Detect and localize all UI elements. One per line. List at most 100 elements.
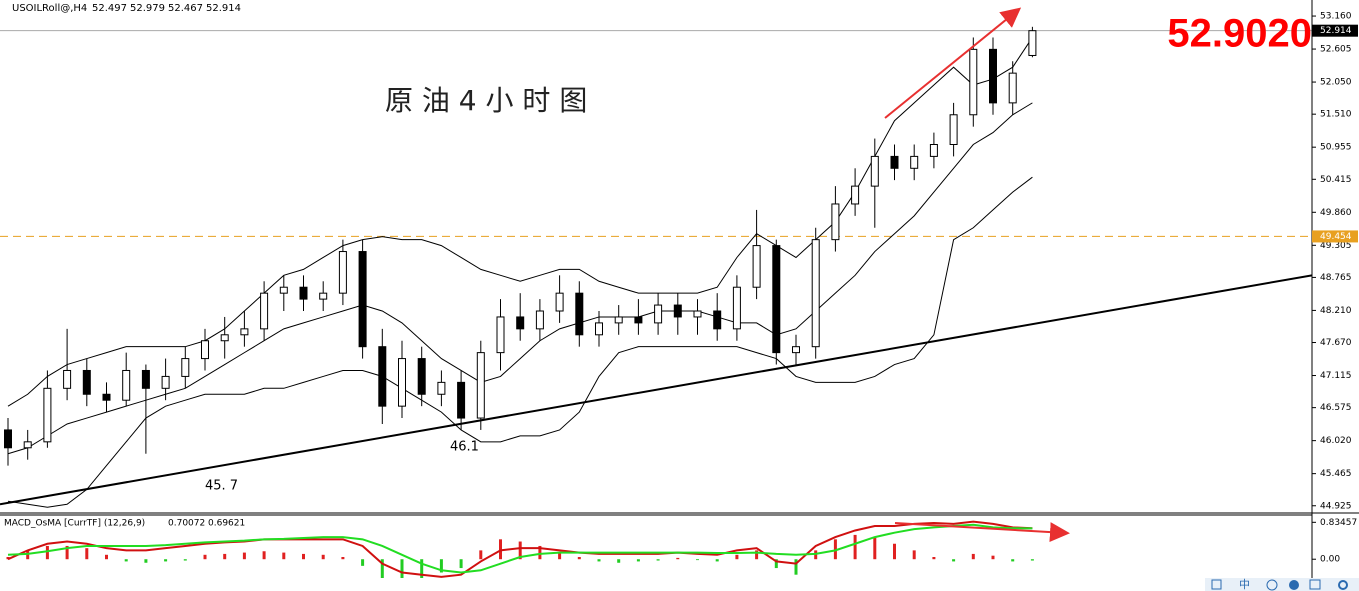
candle-body — [299, 286, 308, 300]
y-tick-label: 46.020 — [1320, 436, 1352, 446]
toolbar-icon[interactable] — [1211, 579, 1222, 590]
histogram-bar — [341, 557, 345, 560]
candle-body — [575, 292, 584, 336]
histogram-bar — [321, 554, 325, 560]
candle-body — [82, 369, 91, 395]
toolbar-icon[interactable] — [1289, 580, 1299, 590]
histogram-bar — [499, 539, 502, 560]
candle-body — [319, 292, 328, 300]
y-tick-label: 47.115 — [1320, 371, 1352, 381]
y-tick-label: 49.305 — [1320, 241, 1352, 251]
histogram-bar — [203, 554, 207, 560]
histogram-bar — [558, 552, 562, 560]
y-tick-label: 44.925 — [1320, 501, 1352, 511]
trend-arrow — [884, 7, 1022, 119]
candle-body — [378, 346, 387, 407]
candle-body — [43, 387, 52, 443]
histogram-bar — [577, 557, 581, 560]
histogram-bar — [164, 559, 168, 562]
macd-value: 0.70072 — [168, 519, 205, 529]
header-value: 52.979 — [130, 3, 165, 14]
bollinger-band — [7, 102, 1033, 455]
current-price-box — [1312, 24, 1358, 37]
header-value: 52.914 — [206, 3, 241, 14]
candle-body — [732, 286, 741, 330]
histogram-bar — [361, 559, 365, 566]
current-price-label: 52.914 — [1320, 26, 1352, 36]
histogram-bar — [538, 545, 542, 560]
candle-body — [220, 334, 229, 342]
candle-body — [772, 245, 781, 354]
toolbar-icon[interactable] — [1338, 580, 1348, 590]
candle-body — [437, 381, 446, 395]
y-tick-label: 47.670 — [1320, 338, 1352, 348]
candle-body — [457, 381, 466, 419]
candle-body — [496, 316, 505, 354]
candle-body — [792, 346, 800, 354]
histogram-bar — [676, 557, 680, 560]
candle-body — [811, 239, 820, 348]
candle-body — [122, 369, 131, 401]
histogram-bar — [124, 559, 128, 562]
histogram-bar — [1011, 559, 1015, 562]
y-tick-label: 52.050 — [1320, 78, 1352, 88]
toolbar-language[interactable]: 中 — [1239, 578, 1250, 591]
level-label: 49.454 — [1320, 232, 1352, 242]
candle-body — [338, 251, 347, 294]
histogram-bar — [65, 545, 69, 560]
histogram-bar — [420, 559, 424, 578]
histogram-bar — [971, 553, 975, 560]
histogram-bar — [282, 552, 286, 560]
histogram-bar — [223, 553, 227, 560]
histogram-bar — [833, 539, 837, 560]
macd-divergence-arrow — [894, 522, 1070, 543]
candle-body — [1028, 30, 1037, 56]
candle-body — [1008, 72, 1017, 104]
histogram-bar — [144, 559, 148, 563]
toolbar-icon[interactable] — [1266, 579, 1278, 591]
candle-body — [23, 441, 32, 449]
histogram-bar — [439, 559, 443, 573]
histogram-bar — [6, 557, 10, 560]
macd-value: 0.69621 — [208, 519, 245, 529]
histogram-bar — [696, 559, 699, 561]
histogram-bar — [242, 552, 246, 560]
trendline — [0, 274, 1312, 506]
candle-body — [240, 328, 249, 336]
candle-body — [161, 375, 170, 389]
y-tick-label: 48.765 — [1320, 273, 1352, 283]
candle-body — [654, 304, 663, 324]
histogram-bar — [302, 553, 305, 560]
candle-body — [141, 369, 150, 389]
histogram-bar — [952, 559, 956, 562]
histogram-bar — [479, 550, 483, 560]
candle-body — [614, 316, 623, 324]
histogram-bar — [380, 559, 384, 578]
candle-body — [398, 358, 406, 407]
candle-body — [949, 114, 958, 146]
toolbar-icon[interactable] — [1309, 579, 1321, 590]
candle-body — [595, 322, 603, 336]
y-tick-label: 46.575 — [1320, 403, 1352, 413]
candle-body — [929, 144, 938, 157]
histogram-bar — [893, 543, 896, 560]
histogram-bar — [735, 554, 739, 560]
candle-body — [476, 352, 485, 419]
histogram-bar — [774, 559, 778, 569]
candle-body — [4, 429, 12, 449]
toolbar — [1205, 578, 1359, 591]
histogram-bar — [912, 550, 916, 560]
candle-body — [831, 203, 840, 241]
candle-body — [870, 155, 879, 187]
candle-body — [910, 155, 919, 169]
histogram-bar — [755, 550, 759, 560]
histogram-bar — [617, 559, 621, 563]
candle-body — [201, 340, 209, 360]
histogram-bar — [991, 555, 995, 560]
y-tick-label: 50.415 — [1320, 175, 1352, 185]
histogram-bar — [459, 559, 463, 569]
bollinger-band — [7, 37, 1033, 407]
candle-body — [713, 310, 722, 330]
